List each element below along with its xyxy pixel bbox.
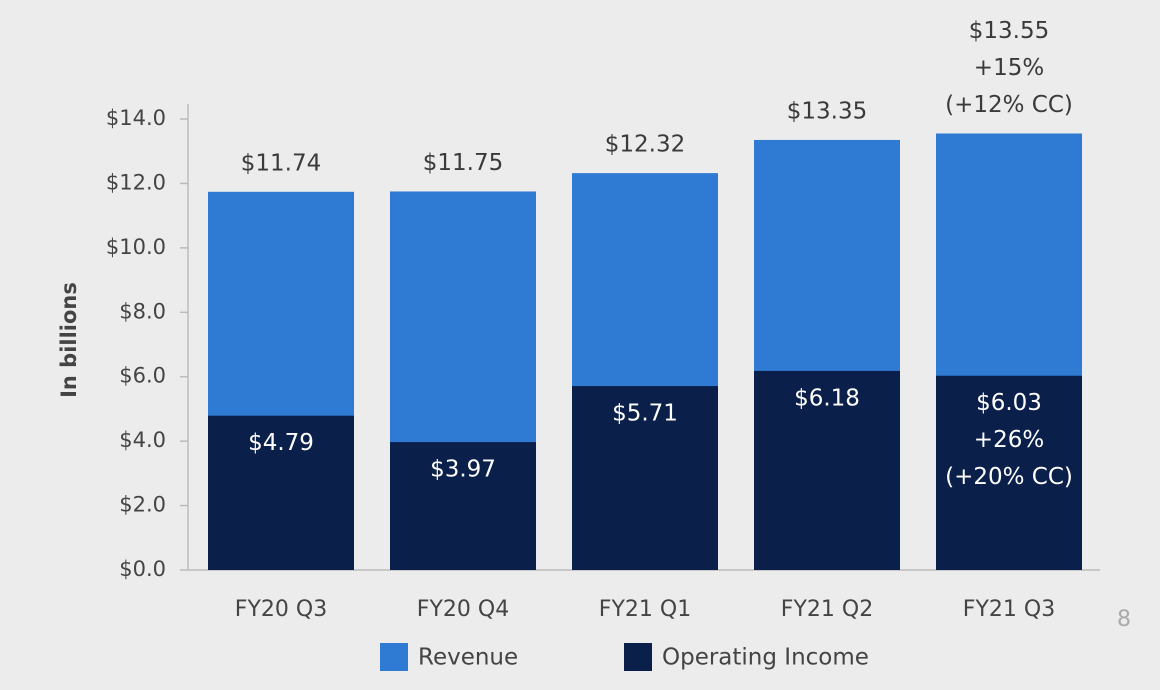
value-label: $11.74: [241, 150, 321, 176]
value-label: $13.35: [787, 98, 867, 124]
y-tick-label: $6.0: [119, 364, 166, 388]
value-note: (+12% CC): [945, 92, 1073, 118]
y-tick-label: $10.0: [106, 235, 166, 259]
legend-label: Revenue: [418, 645, 518, 671]
value-label: $4.79: [248, 430, 314, 456]
y-tick-label: $12.0: [106, 170, 166, 194]
bar: [936, 375, 1082, 570]
legend-swatch: [624, 643, 652, 671]
value-label: $6.03: [976, 390, 1042, 416]
value-note: (+20% CC): [945, 464, 1073, 490]
y-tick-label: $14.0: [106, 106, 166, 130]
bar: [208, 415, 354, 570]
value-note: +15%: [974, 55, 1044, 81]
value-label: $11.75: [423, 150, 503, 176]
x-tick-label: FY20 Q4: [417, 597, 509, 622]
x-tick-label: FY21 Q2: [781, 597, 873, 622]
legend-swatch: [380, 643, 408, 671]
x-tick-label: FY21 Q1: [599, 597, 691, 622]
value-label: $3.97: [430, 457, 496, 483]
bar: [572, 386, 718, 570]
x-tick-label: FY20 Q3: [235, 597, 327, 622]
value-note: +26%: [974, 427, 1044, 453]
x-tick-label: FY21 Q3: [963, 597, 1055, 622]
y-tick-label: $8.0: [119, 299, 166, 323]
y-axis-label: In billions: [57, 282, 81, 398]
y-tick-label: $4.0: [119, 428, 166, 452]
value-label: $5.71: [612, 401, 678, 427]
value-label: $6.18: [794, 385, 860, 411]
bar: [390, 442, 536, 570]
bar: [754, 370, 900, 570]
y-tick-label: $0.0: [119, 557, 166, 581]
page-number: 8: [1117, 607, 1131, 632]
legend-label: Operating Income: [662, 645, 869, 671]
value-label: $12.32: [605, 132, 685, 158]
y-tick-label: $2.0: [119, 493, 166, 517]
value-label: $13.55: [969, 18, 1049, 44]
